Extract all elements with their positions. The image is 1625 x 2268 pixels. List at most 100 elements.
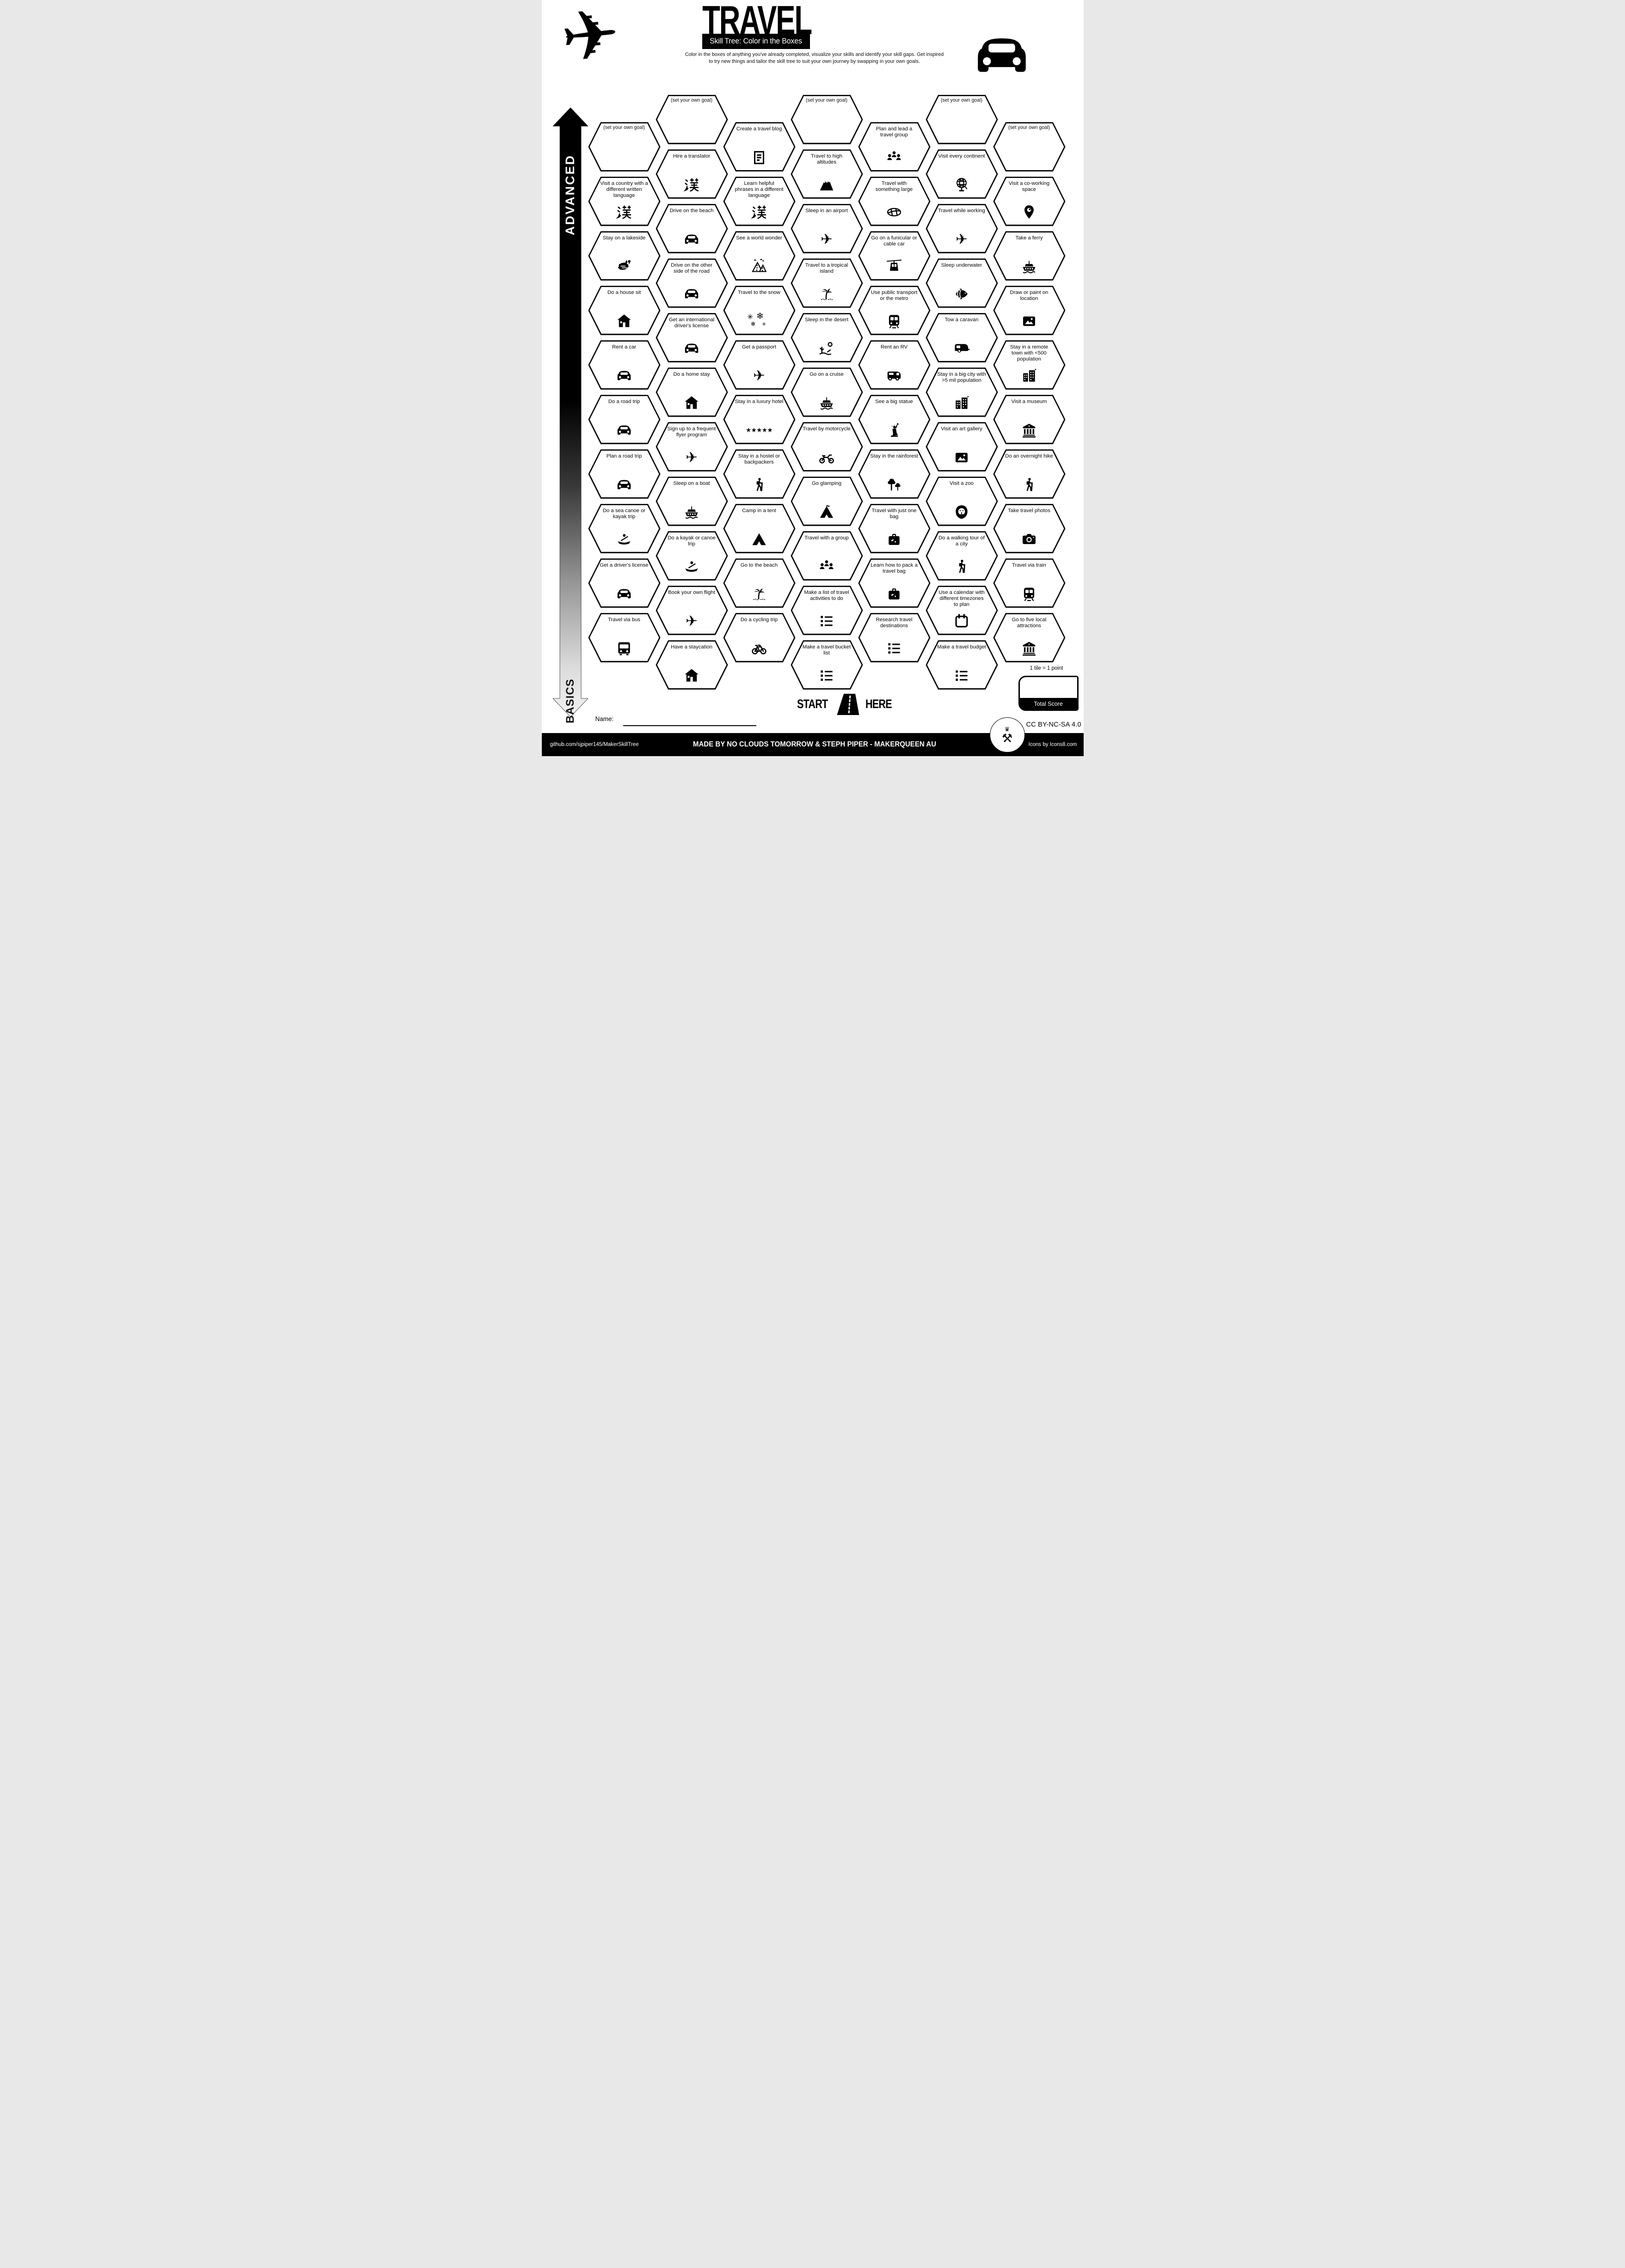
house-icon bbox=[661, 664, 723, 687]
hex-tile[interactable]: See a big statue bbox=[858, 395, 931, 444]
hex-tile[interactable]: Sleep in the desert bbox=[791, 313, 863, 362]
hex-tile[interactable]: Go to the beach bbox=[723, 558, 796, 608]
hex-tile[interactable]: Travel via bus bbox=[588, 613, 661, 662]
hex-tile[interactable]: Sign up to a frequent flyer program ✈ bbox=[656, 422, 728, 471]
lake-icon bbox=[594, 255, 655, 278]
hex-tile[interactable]: Do a walking tour of a city bbox=[926, 531, 998, 581]
hex-tile[interactable]: Go on a cruise bbox=[791, 367, 863, 417]
hex-tile[interactable]: Do a sea canoe or kayak trip bbox=[588, 504, 661, 553]
hex-tile[interactable]: (set your own goal) bbox=[926, 95, 998, 144]
hex-tile[interactable]: Stay on a lakeside bbox=[588, 231, 661, 281]
hex-tile[interactable]: Rent an RV bbox=[858, 340, 931, 390]
hex-tile[interactable]: Travel via train bbox=[993, 558, 1066, 608]
hexagon-shape bbox=[993, 177, 1065, 226]
hex-tile[interactable]: Travel to a tropical island bbox=[791, 258, 863, 308]
hex-tile[interactable]: Use a calendar with different timezones … bbox=[926, 586, 998, 635]
hex-tile[interactable]: (set your own goal) bbox=[656, 95, 728, 144]
hex-tile[interactable]: Go to five local attractions bbox=[993, 613, 1066, 662]
hex-tile[interactable]: Rent a car bbox=[588, 340, 661, 390]
hex-tile[interactable]: Plan a road trip bbox=[588, 449, 661, 499]
hex-tile[interactable]: Stay in a luxury hotel ★★★★★ bbox=[723, 395, 796, 444]
hex-tile[interactable]: Use public transport or the metro bbox=[858, 286, 931, 335]
hex-label: Take travel photos bbox=[1008, 508, 1050, 514]
hex-tile[interactable]: (set your own goal) bbox=[588, 122, 661, 171]
hex-label: Plan and lead a travel group bbox=[876, 126, 913, 138]
hex-label: Visit a zoo bbox=[950, 481, 974, 486]
hex-tile[interactable]: Make a list of travel activities to do bbox=[791, 586, 863, 635]
hex-tile[interactable]: Drive on the beach bbox=[656, 204, 728, 253]
hex-tile[interactable]: (set your own goal) bbox=[791, 95, 863, 144]
hex-tile[interactable]: Get a driver's license bbox=[588, 558, 661, 608]
tools-icon: ⚒ bbox=[1001, 731, 1013, 745]
hexagon-shape bbox=[993, 449, 1065, 499]
hex-tile[interactable]: Sleep underwater bbox=[926, 258, 998, 308]
hex-tile[interactable]: Make a travel bucket list bbox=[791, 640, 863, 690]
ship-icon bbox=[796, 391, 858, 414]
plane-icon: ✈ bbox=[821, 231, 833, 247]
hex-tile[interactable]: Stay in the rainforest bbox=[858, 449, 931, 499]
hex-label: Visit a museum bbox=[1011, 399, 1047, 404]
hexagon-shape bbox=[993, 613, 1065, 662]
hex-tile[interactable]: Book your own flight ✈ bbox=[656, 586, 728, 635]
hex-tile[interactable]: Travel to high altitudes bbox=[791, 149, 863, 199]
plane-icon: ✈ bbox=[956, 231, 968, 247]
hex-tile[interactable]: (set your own goal) bbox=[993, 122, 1066, 171]
hex-tile[interactable]: Stay in a hostel or backpackers bbox=[723, 449, 796, 499]
hex-tile[interactable]: Travel with just one bag bbox=[858, 504, 931, 553]
ship-icon bbox=[661, 501, 723, 523]
hex-tile[interactable]: Sleep in an airport ✈ bbox=[791, 204, 863, 253]
hex-tile[interactable]: Do an overnight hike bbox=[993, 449, 1066, 499]
hexagon-shape bbox=[791, 531, 863, 581]
hex-tile[interactable]: Travel with a group bbox=[791, 531, 863, 581]
hex-tile[interactable]: See a world wonder bbox=[723, 231, 796, 281]
hex-tile[interactable]: Drive on the other side of the road bbox=[656, 258, 728, 308]
hex-tile[interactable]: Travel by motorcycle bbox=[791, 422, 863, 471]
hex-tile[interactable]: Do a house sit bbox=[588, 286, 661, 335]
hexagon-shape bbox=[723, 395, 795, 444]
name-input-line[interactable] bbox=[623, 725, 756, 726]
hex-tile[interactable]: Hire a translator bbox=[656, 149, 728, 199]
hex-tile[interactable]: Get an international driver's license bbox=[656, 313, 728, 362]
hex-tile[interactable]: Take travel photos bbox=[993, 504, 1066, 553]
footer-credit: MADE BY NO CLOUDS TOMORROW & STEPH PIPER… bbox=[693, 740, 936, 748]
hex-tile[interactable]: Make a travel budget bbox=[926, 640, 998, 690]
hex-tile[interactable]: Visit every continent bbox=[926, 149, 998, 199]
hex-tile[interactable]: Do a cycling trip bbox=[723, 613, 796, 662]
hexagon-shape bbox=[858, 340, 930, 390]
hex-tile[interactable]: Learn how to pack a travel bag bbox=[858, 558, 931, 608]
hex-tile[interactable]: Visit a co-working space bbox=[993, 177, 1066, 226]
hex-tile[interactable]: Do a road trip bbox=[588, 395, 661, 444]
hex-tile[interactable]: Camp in a tent bbox=[723, 504, 796, 553]
hex-tile[interactable]: Draw or paint on location bbox=[993, 286, 1066, 335]
hex-tile[interactable]: Do a kayak or canoe trip bbox=[656, 531, 728, 581]
hex-tile[interactable]: Have a staycation bbox=[656, 640, 728, 690]
hexagon-shape bbox=[858, 231, 930, 281]
hex-tile[interactable]: Learn helpful phrases in a different lan… bbox=[723, 177, 796, 226]
hex-tile[interactable]: Stay in a big city with >5 mil populatio… bbox=[926, 367, 998, 417]
hex-tile[interactable]: Visit an art gallery bbox=[926, 422, 998, 471]
hex-tile[interactable]: Go on a funicular or cable car bbox=[858, 231, 931, 281]
hex-tile[interactable]: Do a home stay bbox=[656, 367, 728, 417]
hex-tile[interactable]: Travel with something large bbox=[858, 177, 931, 226]
hexagon-shape bbox=[588, 286, 660, 335]
hex-tile[interactable]: Visit a country with a different written… bbox=[588, 177, 661, 226]
hex-tile[interactable]: Create a travel blog bbox=[723, 122, 796, 171]
hex-tile[interactable]: Travel while working ✈ bbox=[926, 204, 998, 253]
total-score-box[interactable]: Total Score bbox=[1018, 676, 1079, 711]
hex-tile[interactable]: Take a ferry bbox=[993, 231, 1066, 281]
hex-tile[interactable]: Visit a zoo bbox=[926, 477, 998, 526]
hex-tile[interactable]: Sleep on a boat bbox=[656, 477, 728, 526]
hexagon-shape bbox=[588, 504, 660, 553]
hex-tile[interactable]: Visit a museum bbox=[993, 395, 1066, 444]
hex-tile[interactable]: Tow a caravan bbox=[926, 313, 998, 362]
hex-label: Travel with just one bag bbox=[871, 508, 917, 520]
hex-tile[interactable]: Travel to the snow ✳ ❄ ✻ ✳ bbox=[723, 286, 796, 335]
hex-tile[interactable]: Get a passport ✈ bbox=[723, 340, 796, 390]
bus-icon bbox=[594, 637, 655, 660]
hexagon-shape bbox=[723, 286, 795, 335]
hex-tile[interactable]: Plan and lead a travel group bbox=[858, 122, 931, 171]
hex-tile[interactable]: Stay in a remote town with <500 populati… bbox=[993, 340, 1066, 390]
hex-tile[interactable]: Go glamping bbox=[791, 477, 863, 526]
hex-tile[interactable]: Research travel destinations bbox=[858, 613, 931, 662]
train-icon bbox=[999, 582, 1060, 605]
